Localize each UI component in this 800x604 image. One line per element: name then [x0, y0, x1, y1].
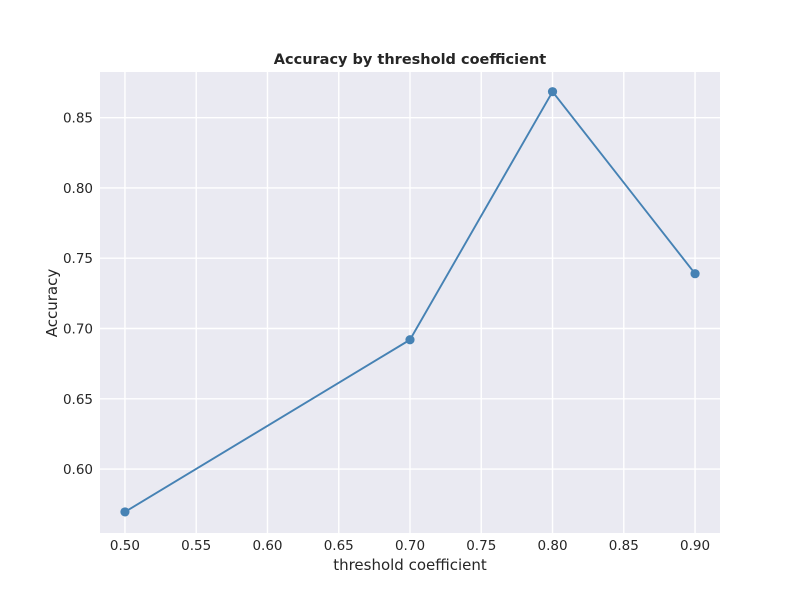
x-tick-label: 0.75 — [466, 538, 496, 554]
x-tick-label: 0.90 — [680, 538, 710, 554]
x-tick-label: 0.70 — [395, 538, 425, 554]
y-tick-label: 0.80 — [63, 181, 93, 197]
x-axis-label: threshold coefficient — [333, 556, 487, 574]
grid — [100, 72, 720, 533]
x-tick-label: 0.65 — [324, 538, 354, 554]
y-tick-label: 0.85 — [63, 111, 93, 127]
y-tick-label: 0.75 — [63, 251, 93, 267]
y-axis-label: Accuracy — [43, 269, 61, 338]
x-tick-label: 0.80 — [537, 538, 567, 554]
x-tick-label: 0.50 — [110, 538, 140, 554]
y-axis-ticks: 0.60 0.65 0.70 0.75 0.80 0.85 — [63, 111, 93, 478]
data-point — [690, 269, 700, 279]
x-tick-label: 0.55 — [181, 538, 211, 554]
x-tick-label: 0.85 — [609, 538, 639, 554]
data-point — [120, 507, 130, 517]
series-layer — [120, 87, 700, 517]
y-tick-label: 0.70 — [63, 322, 93, 338]
y-tick-label: 0.60 — [63, 462, 93, 478]
x-tick-label: 0.60 — [252, 538, 282, 554]
x-axis-ticks: 0.50 0.55 0.60 0.65 0.70 0.75 0.80 0.85 0.90 — [110, 538, 710, 554]
y-tick-label: 0.65 — [63, 392, 93, 408]
series-line — [124, 90, 696, 513]
data-point — [547, 87, 558, 97]
data-point — [405, 335, 415, 345]
chart-title: Accuracy by threshold coefficient — [274, 52, 546, 68]
